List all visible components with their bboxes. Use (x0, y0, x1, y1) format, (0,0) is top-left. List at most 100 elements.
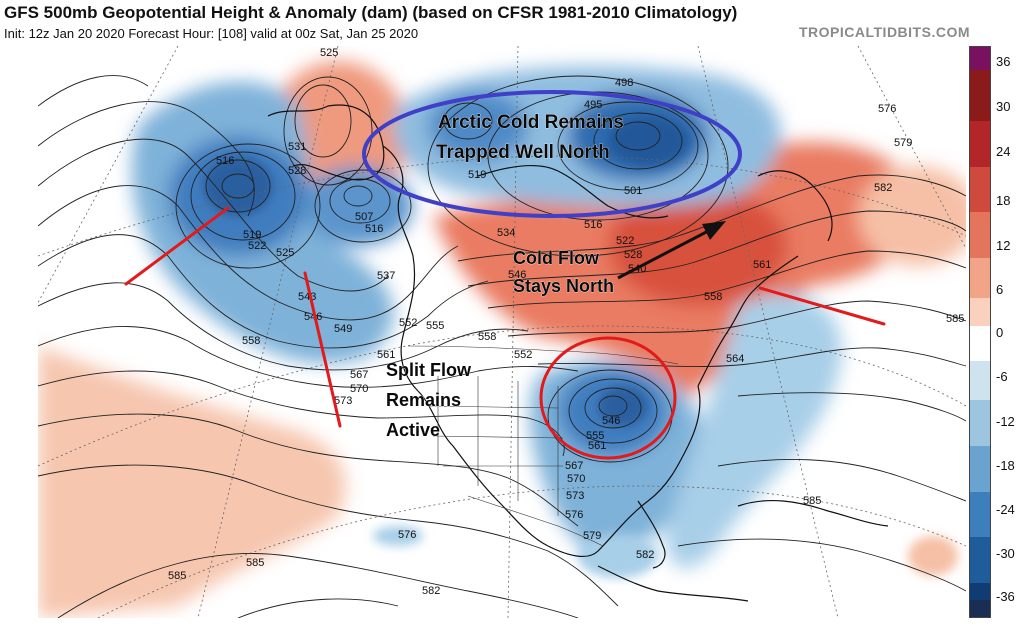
contour-label: 528 (288, 165, 306, 177)
colorbar-segment (970, 599, 990, 617)
contour-label: 501 (624, 185, 642, 197)
contour-label: 567 (350, 369, 368, 381)
colorbar-label: 24 (996, 144, 1011, 159)
forecast-info: Init: 12z Jan 20 2020 Forecast Hour: [10… (4, 26, 419, 41)
contour-label: 576 (878, 103, 896, 115)
contour-label: 498 (615, 77, 633, 89)
coastlines (267, 104, 889, 602)
colorbar-segment (970, 360, 990, 401)
contour-label: 546 (304, 311, 322, 323)
contour-label: 585 (246, 557, 264, 569)
anomaly-colorbar (969, 46, 991, 618)
contour-label: 561 (588, 440, 606, 452)
split-flow-label-line1: Split Flow (386, 360, 472, 380)
contour-label: 495 (584, 99, 602, 111)
colorbar-label: -6 (996, 369, 1008, 384)
contour-label: 537 (377, 270, 395, 282)
contour-label: 546 (602, 415, 620, 427)
contour-label: 561 (753, 259, 771, 271)
colorbar-segment (970, 582, 990, 600)
contour-labels: 525 531 528 516 519 522 525 507 516 537 … (168, 47, 964, 597)
contour-label: 516 (365, 223, 383, 235)
map-canvas: 525 531 528 516 519 522 525 507 516 537 … (38, 46, 966, 618)
trough-axis-atlantic (758, 286, 886, 326)
colorbar-segment (970, 400, 990, 446)
colorbar-label: -12 (996, 414, 1015, 429)
trough-axis-lines (124, 206, 886, 428)
contour-label: 549 (334, 323, 352, 335)
flow-arrow (617, 221, 726, 280)
arctic-label-line2: Trapped Well North (436, 142, 610, 163)
political-borders (407, 345, 679, 547)
trough-axis-west (303, 271, 342, 428)
contour-label: 528 (624, 249, 642, 261)
contour-label: 579 (894, 137, 912, 149)
contour-label: 582 (874, 182, 892, 194)
source-credit: TROPICALTIDBITS.COM (798, 24, 970, 40)
contour-label: 579 (583, 530, 601, 542)
colorbar-segment (970, 491, 990, 538)
colorbar-label: 6 (996, 282, 1004, 297)
split-flow-label-line3: Active (386, 420, 440, 440)
colorbar-label: -24 (996, 502, 1015, 517)
contour-label: 519 (243, 229, 261, 241)
cold-flow-label-line2: Stays North (513, 276, 614, 296)
cutoff-low-circle (539, 336, 677, 460)
contour-label: 543 (298, 291, 316, 303)
colorbar-segment (970, 212, 990, 258)
contour-label: 522 (616, 235, 634, 247)
colorbar-label: 18 (996, 193, 1011, 208)
contour-label: 576 (565, 509, 583, 521)
weather-map: 525 531 528 516 519 522 525 507 516 537 … (38, 46, 966, 618)
colorbar-label: 12 (996, 238, 1011, 253)
contour-label: 585 (803, 495, 821, 507)
contour-label: 585 (946, 313, 964, 325)
contour-label: 555 (586, 430, 604, 442)
arctic-label-line1: Arctic Cold Remains (438, 112, 624, 133)
contour-label: 585 (168, 570, 186, 582)
contour-label: 534 (497, 227, 515, 239)
contour-label: 525 (320, 47, 338, 59)
colorbar-segment (970, 166, 990, 213)
contour-label: 525 (276, 247, 294, 259)
colorbar-label: 30 (996, 99, 1011, 114)
contour-label: 567 (565, 460, 583, 472)
map-header: GFS 500mb Geopotential Height & Anomaly … (0, 0, 1024, 44)
map-title: GFS 500mb Geopotential Height & Anomaly … (4, 3, 738, 22)
colorbar-segment (970, 257, 990, 298)
contour-label: 573 (334, 395, 352, 407)
colorbar-label: -18 (996, 458, 1015, 473)
colorbar-segment (970, 326, 990, 361)
contour-label: 516 (216, 155, 234, 167)
contour-label: 552 (399, 317, 417, 329)
arctic-ellipse (362, 90, 742, 218)
contour-label: 555 (426, 320, 444, 332)
contour-label: 516 (584, 219, 602, 231)
contour-label: 558 (478, 331, 496, 343)
colorbar-segment (970, 121, 990, 167)
colorbar-label: 0 (996, 325, 1004, 340)
contour-label: 570 (350, 383, 368, 395)
contour-label: 522 (248, 240, 266, 252)
colorbar-segment (970, 446, 990, 492)
contour-label: 507 (355, 211, 373, 223)
colorbar-segment (970, 537, 990, 583)
contour-label: 564 (726, 353, 744, 365)
contour-label: 558 (704, 291, 722, 303)
contour-label: 558 (242, 335, 260, 347)
colorbar-segment (970, 47, 990, 70)
colorbar-label: -30 (996, 546, 1015, 561)
contour-label: 546 (508, 269, 526, 281)
lat-lon-grid (38, 46, 966, 618)
contour-label: 552 (514, 349, 532, 361)
contour-label: 582 (422, 585, 440, 597)
cold-flow-label-line1: Cold Flow (513, 248, 600, 268)
colorbar-segment (970, 69, 990, 122)
contour-label: 570 (567, 473, 585, 485)
contour-label: 573 (566, 490, 584, 502)
colorbar-segment (970, 297, 990, 327)
trough-axis-pacific (124, 206, 230, 286)
contour-label: 519 (468, 169, 486, 181)
contour-label: 582 (636, 549, 654, 561)
contour-label: 531 (288, 141, 306, 153)
